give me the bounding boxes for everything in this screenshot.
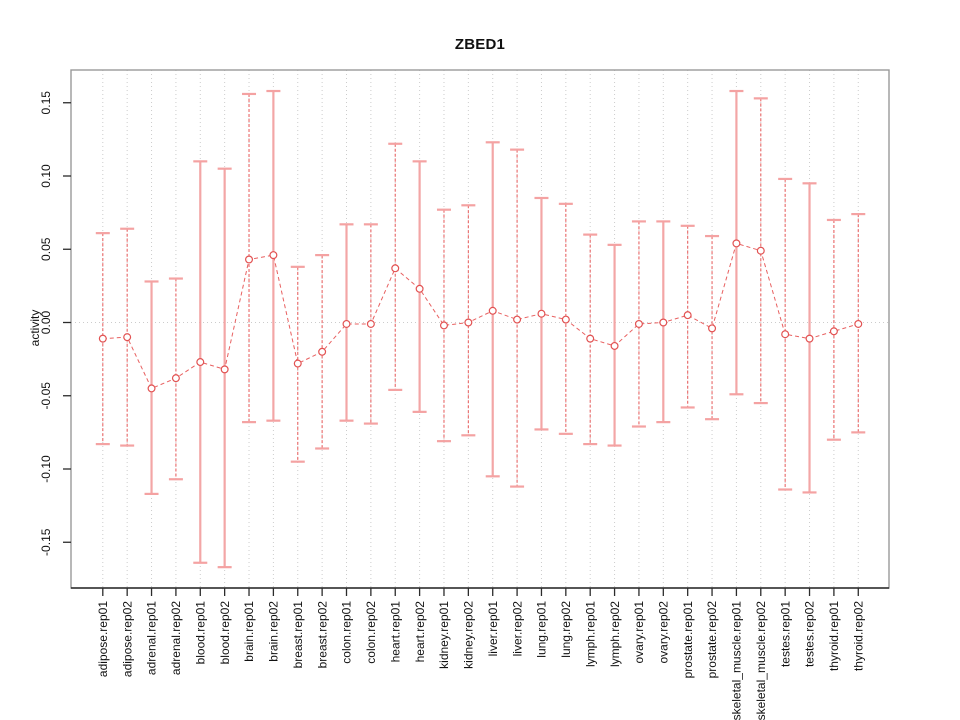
y-tick-label: -0.10 bbox=[39, 455, 53, 483]
x-tick-label: ovary.rep01 bbox=[632, 601, 646, 664]
data-point bbox=[756, 246, 765, 255]
x-tick-label: lung.rep01 bbox=[535, 601, 549, 658]
data-point bbox=[464, 318, 473, 327]
x-tick-label: skeletal_muscle.rep01 bbox=[730, 601, 744, 720]
data-point bbox=[196, 358, 205, 367]
x-tick-label: heart.rep02 bbox=[413, 601, 427, 663]
x-tick-label: brain.rep02 bbox=[267, 601, 281, 662]
data-point bbox=[147, 384, 156, 393]
data-point bbox=[123, 333, 132, 342]
x-tick-label: breast.rep01 bbox=[291, 601, 305, 669]
data-point bbox=[342, 319, 351, 328]
data-point bbox=[708, 324, 717, 333]
x-tick-label: brain.rep01 bbox=[242, 601, 256, 662]
x-tick-label: blood.rep01 bbox=[193, 601, 207, 665]
x-tick-label: breast.rep02 bbox=[315, 601, 329, 669]
y-tick-label: 0.10 bbox=[39, 164, 53, 188]
data-point bbox=[391, 264, 400, 273]
x-tick-label: kidney.rep02 bbox=[462, 601, 476, 669]
trace-line bbox=[102, 242, 859, 390]
x-tick-label: thyroid.rep02 bbox=[851, 601, 865, 671]
chart-title: ZBED1 bbox=[454, 36, 506, 53]
data-point bbox=[854, 319, 863, 328]
data-point bbox=[366, 319, 375, 328]
data-point bbox=[537, 309, 546, 318]
data-point bbox=[561, 315, 570, 324]
y-tick-label: 0.05 bbox=[39, 237, 53, 261]
data-point bbox=[415, 284, 424, 293]
data-point bbox=[659, 318, 668, 327]
data-point bbox=[610, 341, 619, 350]
x-tick-label: lung.rep02 bbox=[559, 601, 573, 658]
x-tick-label: liver.rep01 bbox=[486, 601, 500, 657]
plot-border bbox=[70, 69, 890, 589]
data-point bbox=[634, 319, 643, 328]
x-tick-label: adipose.rep01 bbox=[96, 601, 110, 677]
y-tick-label: 0.15 bbox=[39, 91, 53, 115]
data-point bbox=[293, 359, 302, 368]
x-tick-label: adrenal.rep01 bbox=[145, 601, 159, 675]
x-tick-label: colon.rep01 bbox=[340, 601, 354, 664]
data-point bbox=[488, 306, 497, 315]
x-tick-label: blood.rep02 bbox=[218, 601, 232, 665]
x-tick-label: thyroid.rep01 bbox=[827, 601, 841, 671]
x-tick-label: lymph.rep02 bbox=[608, 601, 622, 667]
data-point bbox=[732, 239, 741, 248]
data-point bbox=[98, 334, 107, 343]
y-tick-label: -0.05 bbox=[39, 382, 53, 410]
x-tick-label: ovary.rep02 bbox=[657, 601, 671, 664]
data-point bbox=[269, 251, 278, 260]
data-point bbox=[513, 315, 522, 324]
x-tick-label: skeletal_muscle.rep02 bbox=[754, 601, 768, 720]
x-tick-label: adipose.rep02 bbox=[120, 601, 134, 677]
y-tick-label: 0.00 bbox=[39, 310, 53, 334]
data-point bbox=[439, 321, 448, 330]
data-point bbox=[781, 330, 790, 339]
x-tick-label: prostate.rep02 bbox=[705, 601, 719, 679]
x-tick-label: colon.rep02 bbox=[364, 601, 378, 664]
data-point bbox=[171, 374, 180, 383]
x-tick-label: prostate.rep01 bbox=[681, 601, 695, 679]
x-tick-label: adrenal.rep02 bbox=[169, 601, 183, 675]
data-point bbox=[586, 334, 595, 343]
x-tick-label: heart.rep01 bbox=[388, 601, 402, 663]
data-point bbox=[805, 334, 814, 343]
data-point bbox=[318, 347, 327, 356]
x-tick-label: testes.rep02 bbox=[803, 601, 817, 667]
x-tick-label: lymph.rep01 bbox=[583, 601, 597, 667]
data-point bbox=[683, 311, 692, 320]
data-point bbox=[220, 365, 229, 374]
y-tick-label: -0.15 bbox=[39, 528, 53, 556]
x-tick-label: kidney.rep01 bbox=[437, 601, 451, 669]
data-point bbox=[829, 327, 838, 336]
data-point bbox=[245, 255, 254, 264]
x-tick-label: liver.rep02 bbox=[510, 601, 524, 657]
x-tick-label: testes.rep01 bbox=[778, 601, 792, 667]
